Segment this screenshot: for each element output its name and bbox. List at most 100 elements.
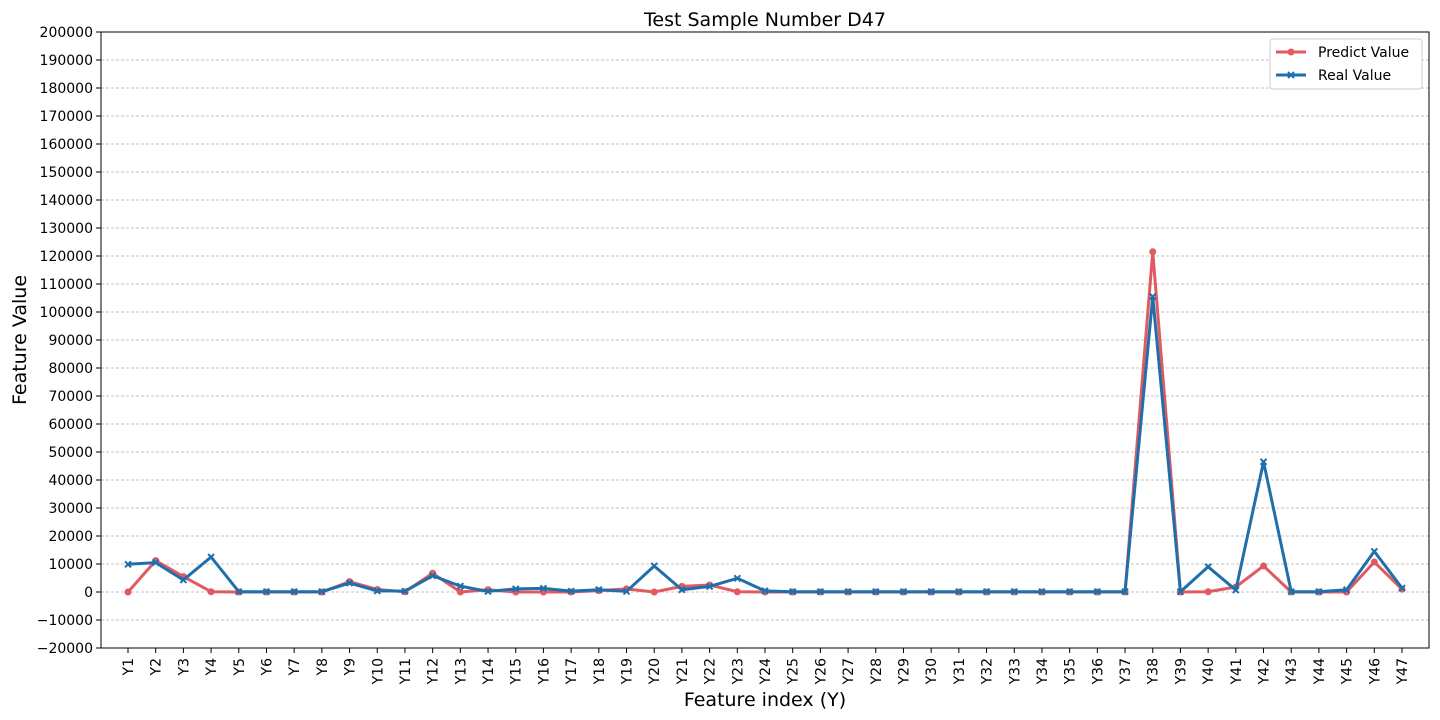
y-tick-label: 140000 [40, 193, 93, 209]
y-axis-ticks: −20000 −10000 0 10000 20000 30000 40000 50000 60… [37, 25, 101, 657]
x-tick-label: Y20 [647, 658, 663, 685]
x-tick-label: Y31 [952, 658, 968, 685]
y-tick-label: 120000 [40, 249, 93, 265]
data-point [650, 562, 658, 570]
y-tick-label: 200000 [40, 25, 93, 41]
data-point [207, 588, 215, 596]
x-tick-label: Y36 [1090, 658, 1106, 685]
x-tick-label: Y44 [1312, 658, 1328, 685]
data-point [1287, 588, 1295, 596]
y-tick-label: 130000 [40, 221, 93, 237]
x-tick-label: Y11 [398, 658, 414, 685]
data-point [179, 576, 188, 584]
data-point [733, 588, 741, 596]
data-point [373, 587, 381, 595]
data-point [456, 582, 465, 590]
legend-real-marker [1287, 71, 1295, 79]
y-tick-label: 50000 [48, 445, 93, 461]
data-point [1149, 292, 1157, 301]
data-point [124, 588, 132, 596]
x-tick-label: Y24 [758, 658, 774, 685]
y-tick-label: 60000 [48, 417, 93, 433]
x-tick-label: Y10 [370, 658, 386, 685]
x-tick-label: Y29 [896, 658, 912, 685]
y-tick-label: 170000 [40, 109, 93, 125]
series-line [126, 250, 1404, 594]
x-tick-label: Y43 [1284, 658, 1300, 685]
x-tick-label: Y25 [786, 658, 802, 685]
y-tick-label: 160000 [40, 137, 93, 153]
x-tick-label: Y32 [980, 658, 996, 685]
data-point [1065, 588, 1074, 596]
x-tick-label: Y42 [1257, 658, 1273, 685]
y-tick-label: 110000 [40, 277, 93, 293]
grid-lines [101, 59, 1429, 621]
data-point [1398, 584, 1406, 592]
x-tick-label: Y45 [1340, 658, 1356, 685]
data-point [705, 582, 714, 591]
series-real-value [124, 292, 1406, 596]
data-point [1370, 558, 1378, 566]
x-tick-label: Y33 [1007, 658, 1023, 685]
chart-title: Test Sample Number D47 [643, 9, 886, 31]
x-tick-label: Y22 [703, 658, 719, 685]
x-tick-label: Y41 [1229, 658, 1245, 685]
x-tick-label: Y3 [176, 658, 192, 676]
data-point [678, 586, 686, 594]
data-point [1260, 562, 1268, 570]
x-tick-label: Y2 [149, 658, 165, 676]
series-line [127, 295, 1404, 594]
data-point [982, 588, 991, 596]
data-point [512, 585, 520, 593]
y-tick-label: 90000 [48, 333, 93, 349]
x-tick-label: Y13 [453, 658, 469, 685]
data-point [844, 588, 852, 596]
x-tick-label: Y12 [426, 658, 442, 685]
data-point [1342, 586, 1351, 594]
x-tick-label: Y27 [841, 658, 857, 685]
x-tick-label: Y6 [259, 658, 275, 677]
data-point [1149, 248, 1157, 256]
data-point [733, 574, 742, 582]
data-point [151, 558, 160, 567]
data-point [539, 584, 548, 593]
data-point [816, 588, 825, 596]
data-point [401, 587, 409, 595]
y-tick-label: 190000 [40, 53, 93, 69]
x-tick-label: Y47 [1395, 658, 1411, 685]
data-point [1176, 588, 1185, 596]
series-predict-value [124, 248, 1406, 596]
data-point [290, 588, 298, 596]
data-point [484, 587, 492, 596]
x-tick-label: Y38 [1146, 658, 1162, 685]
data-point [456, 588, 464, 596]
x-axis-ticks: Y1 Y2 Y3 Y4 Y5 Y6 Y7 Y8 Y9 Y10 Y11 Y12 Y13 Y14 Y15 Y16 Y… [121, 648, 1411, 685]
x-tick-label: Y1 [121, 658, 137, 676]
x-tick-label: Y19 [620, 658, 636, 685]
y-tick-label: 10000 [48, 557, 93, 573]
data-point [788, 588, 797, 596]
data-point [1204, 563, 1212, 571]
y-tick-label: 30000 [48, 501, 93, 517]
x-axis-label: Feature index (Y) [684, 689, 846, 711]
x-tick-label: Y21 [675, 658, 691, 685]
data-point [318, 588, 326, 596]
data-point [1259, 458, 1268, 466]
x-tick-label: Y35 [1063, 658, 1079, 685]
data-point [567, 587, 575, 595]
data-point [955, 588, 963, 596]
x-tick-label: Y15 [509, 658, 525, 685]
y-tick-label: 150000 [40, 165, 93, 181]
y-tick-label: −10000 [37, 613, 93, 629]
data-point [622, 587, 631, 596]
data-point [872, 588, 880, 596]
data-point [1038, 588, 1046, 596]
data-point [428, 572, 437, 580]
y-axis-label: Feature Value [9, 275, 31, 405]
data-point [595, 586, 603, 594]
legend-predict-label: Predict Value [1318, 45, 1409, 61]
data-point [650, 588, 658, 596]
y-tick-label: 20000 [48, 529, 93, 545]
